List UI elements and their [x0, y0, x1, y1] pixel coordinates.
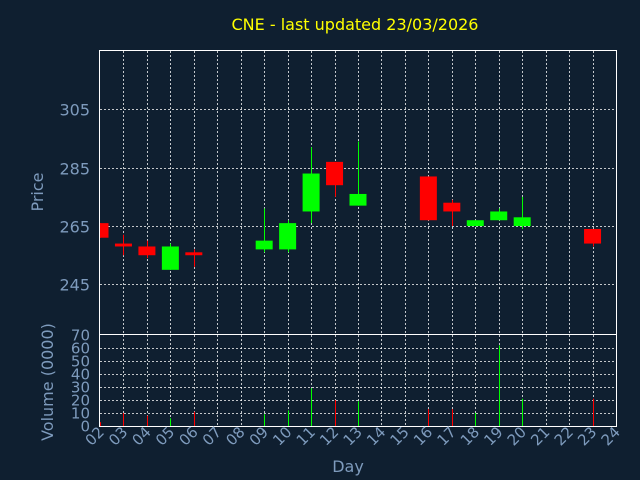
volume-bars: [100, 345, 594, 426]
day-tick-label: 18: [457, 423, 483, 449]
day-tick-label: 19: [480, 423, 506, 449]
candle: [513, 196, 531, 229]
volume-tick-label: 70: [71, 327, 90, 345]
day-tick-label: 16: [410, 423, 436, 449]
price-tick-label: 245: [59, 276, 90, 295]
day-tick-label: 12: [316, 423, 342, 449]
candle: [419, 176, 437, 221]
day-tick-label: 15: [387, 423, 413, 449]
day-tick-label: 24: [598, 423, 624, 449]
day-tick-label: 14: [363, 423, 389, 449]
day-tick-label: 10: [269, 423, 295, 449]
candle-body: [161, 246, 179, 270]
day-tick-label: 11: [293, 423, 319, 449]
price-tick-label: 285: [59, 160, 90, 179]
candle: [114, 234, 132, 256]
volume-tick-label: 60: [71, 340, 90, 358]
candle-body: [114, 243, 132, 247]
candle: [584, 228, 602, 247]
price-panel: 245 265 285 305 Price: [28, 50, 617, 335]
volume-tick-label: 30: [71, 379, 90, 397]
candle-body: [419, 176, 437, 221]
day-tick-label: 08: [222, 423, 248, 449]
candle: [466, 220, 484, 227]
candles: [100, 141, 602, 270]
volume-axis-label: Volume (0000): [38, 323, 57, 441]
volume-gridlines: [100, 335, 616, 426]
candle: [490, 208, 508, 221]
candle: [100, 223, 109, 238]
price-axis-label: Price: [28, 172, 47, 211]
candle-body: [584, 228, 602, 244]
day-tick-label: 06: [175, 423, 201, 449]
candle-body: [100, 223, 109, 238]
candle-body: [138, 246, 156, 256]
volume-tick-label: 20: [71, 392, 90, 410]
candle: [138, 240, 156, 259]
candle: [302, 147, 320, 224]
volume-tick-label: 0: [80, 418, 90, 436]
price-tick-labels: 245 265 285 305: [59, 101, 90, 295]
price-tick-label: 305: [59, 101, 90, 120]
day-tick-label: 22: [551, 423, 577, 449]
candle: [161, 243, 179, 270]
candle-body: [302, 173, 320, 212]
candle: [443, 199, 461, 227]
day-axis-label: Day: [332, 457, 364, 476]
candle: [349, 141, 367, 206]
candle-body: [255, 240, 273, 250]
day-tick-label: 17: [433, 423, 459, 449]
candle-body: [490, 211, 508, 221]
volume-plot-frame: [99, 334, 617, 427]
volume-tick-label: 40: [71, 366, 90, 384]
candle-body: [513, 217, 531, 227]
day-tick-label: 20: [504, 423, 530, 449]
candle: [279, 220, 297, 253]
day-tick-label: 04: [129, 423, 155, 449]
candle: [326, 161, 344, 197]
day-tick-label: 23: [574, 423, 600, 449]
candle: [185, 249, 203, 267]
day-tick-label: 03: [105, 423, 131, 449]
chart-title: CNE - last updated 23/03/2026: [232, 15, 479, 34]
day-tick-label: 07: [199, 423, 225, 449]
candle-body: [279, 223, 297, 250]
volume-tick-label: 50: [71, 353, 90, 371]
candle-body: [443, 202, 461, 212]
price-tick-label: 265: [59, 218, 90, 237]
volume-tick-label: 10: [71, 405, 90, 423]
candle-body: [349, 193, 367, 206]
day-tick-label: 21: [527, 423, 553, 449]
candle-body: [326, 161, 344, 186]
candle-body: [185, 252, 203, 256]
day-tick-label: 05: [152, 423, 178, 449]
candle: [255, 208, 273, 253]
candle-body: [466, 220, 484, 227]
day-tick-label: 09: [246, 423, 272, 449]
day-tick-label: 13: [340, 423, 366, 449]
day-tick-labels: 0203040506070809101112131415161718192021…: [82, 423, 624, 449]
